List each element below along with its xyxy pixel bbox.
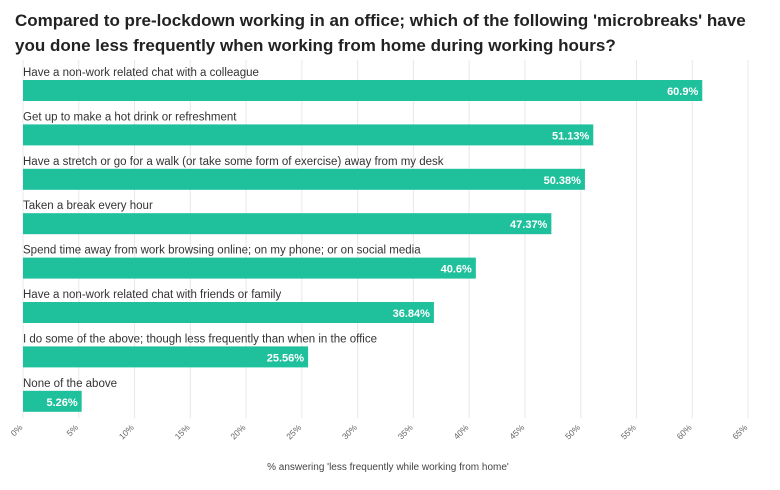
category-label: Have a non-work related chat with a coll… <box>23 67 259 79</box>
x-tick-label: 55% <box>619 422 638 441</box>
bar <box>23 213 552 235</box>
x-tick-label: 30% <box>340 422 359 441</box>
value-label: 51.13% <box>552 130 590 142</box>
x-tick-label: 5% <box>64 422 80 438</box>
bar <box>23 302 434 323</box>
x-tick-label: 50% <box>563 422 582 441</box>
value-label: 40.6% <box>441 264 472 276</box>
x-tick-label: 20% <box>228 422 247 441</box>
x-tick-label: 15% <box>173 422 192 441</box>
bar <box>23 124 594 146</box>
value-label: 60.9% <box>667 86 698 98</box>
category-label: Have a non-work related chat with friend… <box>23 289 281 301</box>
category-label: Get up to make a hot drink or refreshmen… <box>23 111 237 123</box>
x-tick-label: 25% <box>284 422 303 441</box>
x-tick-label: 65% <box>730 422 749 441</box>
category-label: Have a stretch or go for a walk (or take… <box>23 156 444 168</box>
x-tick-label: 35% <box>396 422 415 441</box>
bar <box>23 168 585 190</box>
value-label: 47.37% <box>510 219 548 231</box>
category-label: Taken a break every hour <box>23 200 153 212</box>
value-label: 5.26% <box>46 397 77 409</box>
value-label: 25.56% <box>267 352 305 364</box>
x-tick-label: 45% <box>507 422 526 441</box>
category-label: Spend time away from work browsing onlin… <box>23 245 421 257</box>
bar <box>23 80 703 101</box>
value-label: 36.84% <box>393 308 431 320</box>
x-axis-label: % answering 'less frequently while worki… <box>267 462 509 473</box>
x-tick-label: 60% <box>675 422 694 441</box>
bar <box>23 346 309 368</box>
x-tick-label: 10% <box>117 422 136 441</box>
x-tick-label: 40% <box>451 422 470 441</box>
bar <box>23 390 82 412</box>
value-label: 50.38% <box>544 175 582 187</box>
x-tick-label: 0% <box>9 422 25 438</box>
category-label: I do some of the above; though less freq… <box>23 333 377 345</box>
bar <box>23 257 476 279</box>
category-label: None of the above <box>23 378 117 390</box>
chart-title: Compared to pre-lockdown working in an o… <box>15 11 746 55</box>
